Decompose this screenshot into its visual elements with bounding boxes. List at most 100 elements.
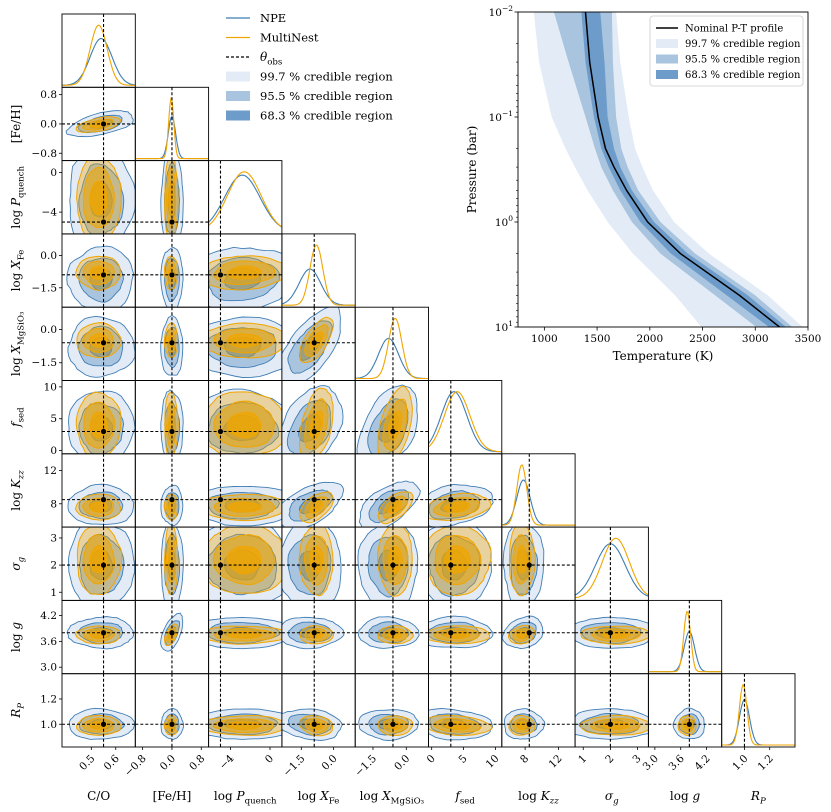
panel-4-1: [134, 306, 210, 381]
multinest-region-2: [89, 411, 108, 439]
xtick-label: 4.2: [692, 753, 712, 773]
panel-4-2: [208, 306, 283, 381]
truth-point: [686, 721, 692, 727]
ylabel-9: RP: [9, 703, 26, 719]
truth-point: [217, 497, 224, 503]
panel-1-1: [134, 86, 210, 162]
multinest-region-2: [387, 500, 403, 514]
pt-legend-box: [649, 15, 804, 87]
panel-9-3: [281, 673, 356, 748]
pt-legend-swatch-1: [656, 39, 678, 48]
legend-multinest-label: MultiNest: [260, 31, 319, 45]
panel-frame: [281, 233, 356, 308]
panel-9-6: [501, 673, 576, 748]
ytick-label: 0: [50, 167, 57, 179]
xlabel-4: log XMgSiO₃: [360, 789, 425, 806]
xtick-label: −0.8: [122, 753, 149, 780]
ylabel-4: log XMgSiO₃: [9, 311, 26, 376]
multinest-region-2: [516, 721, 528, 730]
truth-point: [217, 630, 224, 636]
truth-point: [169, 721, 175, 727]
panel-8-0: [61, 599, 136, 675]
xlabel-2: log Pquench: [214, 789, 277, 806]
multinest-region-2: [601, 721, 630, 730]
ytick-label: 4.2: [40, 610, 57, 622]
truth-point: [448, 562, 454, 568]
panel-7-1: [134, 526, 210, 601]
ytick-label: 1: [50, 587, 57, 599]
xtick-label: −1.5: [353, 753, 380, 780]
panel-7-3: [281, 526, 356, 601]
truth-point: [217, 428, 224, 435]
panel-9-7: [574, 673, 649, 748]
marginal-multinest-1: [135, 96, 209, 160]
xtick-label: −1.5: [281, 753, 308, 780]
ytick-label: −1.5: [32, 357, 58, 369]
multinest-region-2: [226, 333, 262, 348]
xlabel-5: fsed: [454, 789, 475, 806]
xlabel-6: log Kzz: [518, 789, 559, 806]
truth-point: [390, 630, 396, 636]
truth-point: [169, 219, 175, 225]
legend-955-label: 95.5 % credible region: [260, 89, 393, 103]
truth-point: [390, 721, 396, 727]
marginal-multinest-5: [428, 391, 502, 453]
legend-npe-label: NPE: [260, 11, 286, 25]
marginal-multinest-8: [648, 610, 722, 673]
ylabel-1: [Fe/H]: [9, 105, 23, 144]
panel-2-0: [61, 160, 136, 235]
ytick-label: 10: [44, 381, 57, 393]
xtick-label: 0: [425, 753, 438, 766]
panel-0-0: [61, 13, 136, 88]
truth-point: [217, 562, 224, 568]
band-955: [553, 12, 793, 327]
panel-6-4: [354, 453, 429, 528]
pt-profile-chart: 1000 1500 2000 2500 3000 3500 10−2 10−1 100 101 Te…: [465, 4, 821, 363]
truth-point: [526, 562, 532, 568]
ytick-label: 1.2: [40, 693, 57, 705]
panel-6-2: [208, 453, 283, 528]
panel-9-4: [354, 673, 429, 748]
truth-point: [311, 428, 317, 435]
panel-1-0: [61, 86, 136, 162]
xlabel-7: σg: [605, 789, 619, 806]
multinest-region-2: [309, 500, 324, 514]
xtick-label: 12: [547, 753, 565, 771]
xtick-label: 3.0: [641, 753, 661, 773]
multinest-region-2: [443, 545, 471, 574]
panel-9-8: [647, 673, 723, 748]
truth-point: [526, 721, 532, 727]
pt-legend-swatch-3: [656, 70, 678, 79]
pt-legend-label-3: 68.3 % credible region: [685, 70, 801, 81]
panel-frame: [647, 599, 723, 675]
panel-9-0: [61, 673, 136, 748]
band-683: [581, 12, 786, 327]
panel-2-1: [134, 160, 210, 235]
panel-7-6: [501, 526, 576, 601]
ylabel-3: log XFe: [9, 250, 26, 292]
ytick-label: 12: [44, 465, 57, 477]
nominal-profile-line: [584, 12, 780, 327]
marginal-multinest-7: [575, 537, 649, 599]
panel-6-1: [134, 453, 210, 528]
xtick-label: 0.8: [187, 753, 207, 773]
truth-point: [526, 630, 532, 636]
xtick-label: 1.0: [730, 753, 750, 773]
marginal-multinest-4: [355, 317, 429, 380]
truth-point: [169, 562, 175, 568]
marginal-multinest-6: [501, 464, 576, 526]
multinest-region-2: [309, 545, 324, 575]
panel-frame: [721, 673, 796, 748]
panel-8-3: [281, 599, 356, 675]
pt-ytick-label: 10−1: [489, 109, 513, 124]
xtick-label: 0.5: [77, 753, 97, 773]
truth-point: [448, 630, 454, 636]
truth-point: [390, 562, 396, 568]
panel-7-4: [354, 526, 429, 601]
legend-955-swatch: [226, 91, 250, 101]
truth-point: [390, 428, 396, 435]
panel-7-2: [208, 526, 283, 601]
truth-point: [100, 340, 107, 346]
truth-point: [100, 428, 107, 435]
truth-point: [169, 272, 175, 278]
